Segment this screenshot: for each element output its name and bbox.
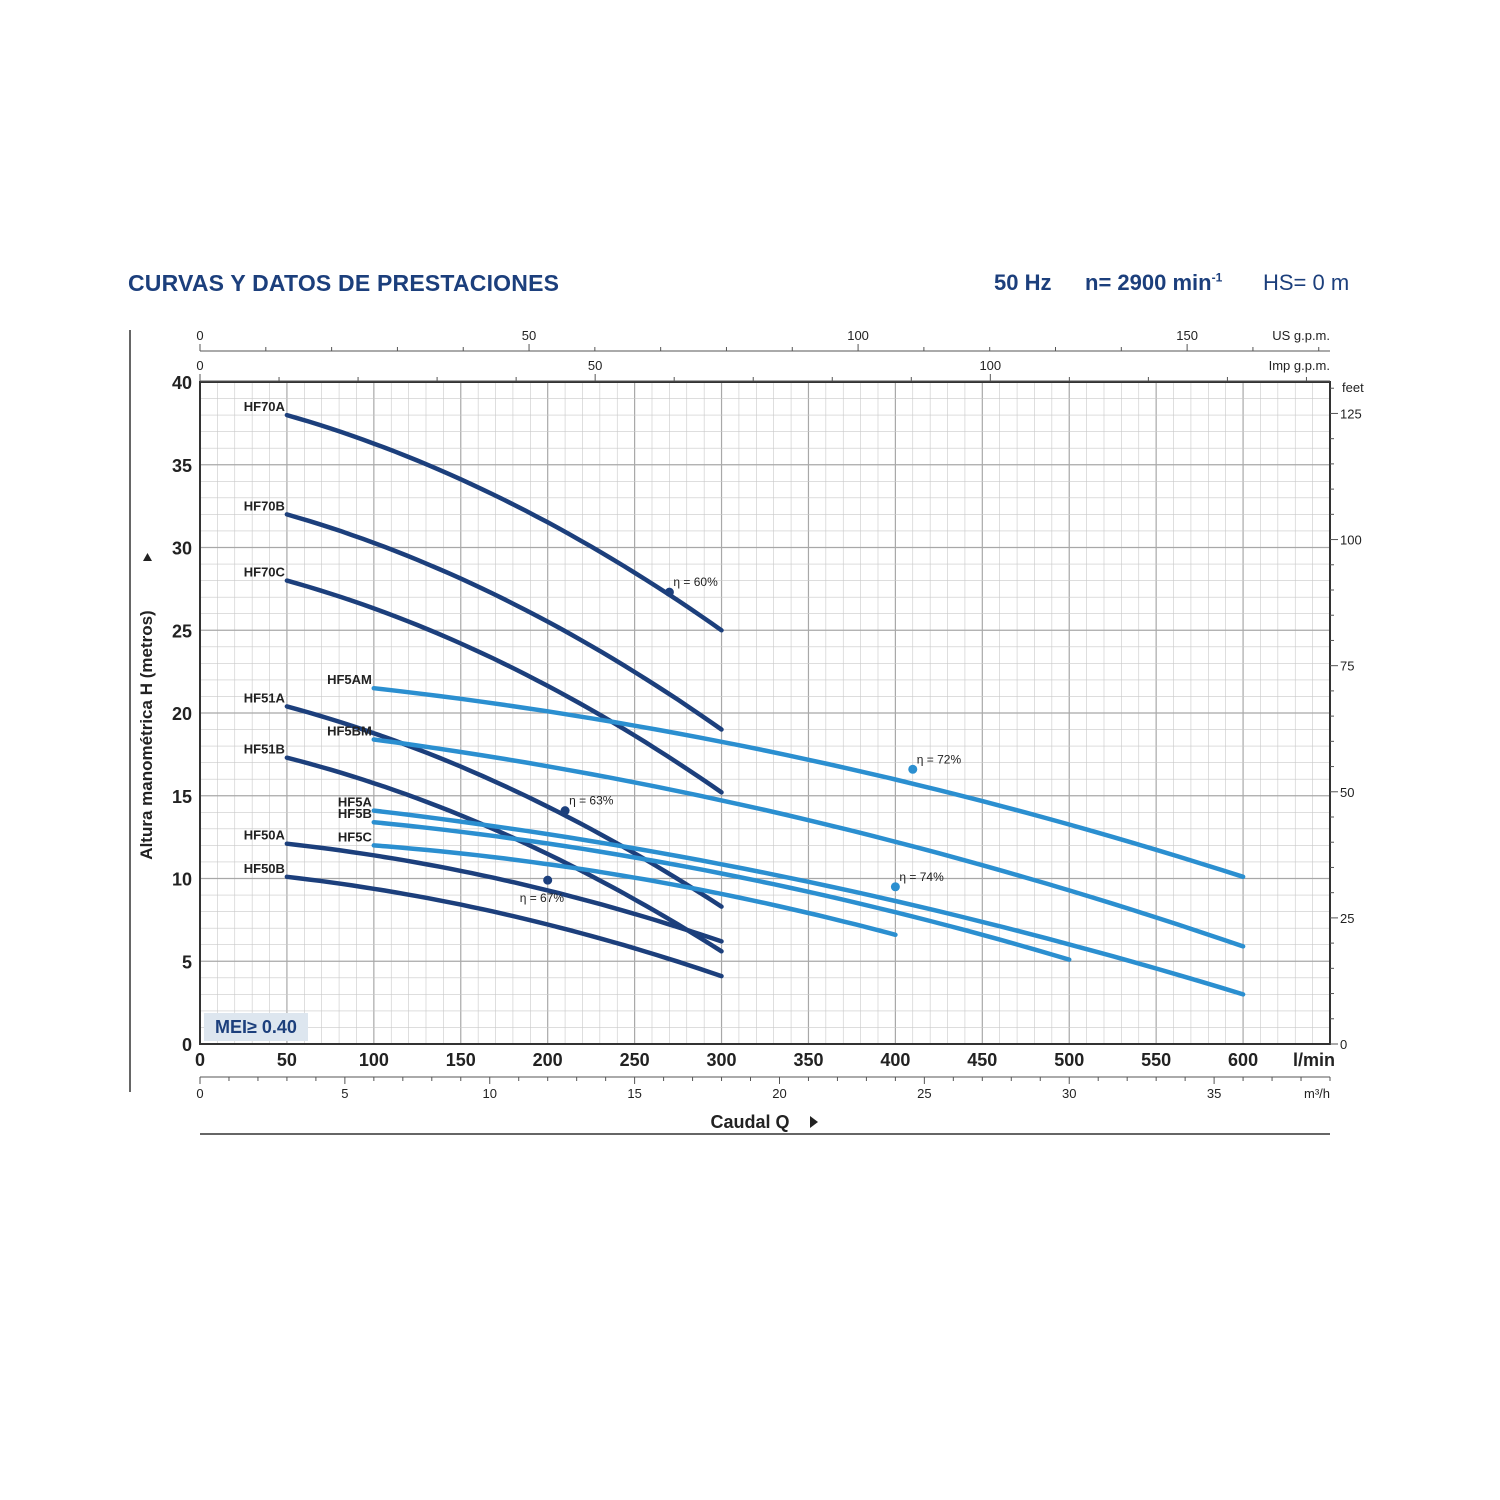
y-tick-label: 0 <box>182 1035 192 1055</box>
grid <box>199 381 1331 1045</box>
labels: HF70A HF70B HF70C HF51A HF51B HF50A HF50B HF5AM… <box>244 399 962 905</box>
efficiency-label: η = 72% <box>917 752 962 766</box>
efficiency-point <box>560 806 570 816</box>
y-tick-label: 20 <box>172 704 192 724</box>
series-label-hf50a: HF50A <box>244 828 286 843</box>
y-tick-label: 25 <box>172 621 192 641</box>
x-tick-label: 50 <box>277 1050 297 1070</box>
series-label-hf70a: HF70A <box>244 399 286 414</box>
series-label-hf5c: HF5C <box>338 829 373 844</box>
series <box>284 412 1246 997</box>
series-hf5am <box>371 685 1246 880</box>
frequency-label: 50 Hz <box>994 270 1052 295</box>
efficiency-label: η = 67% <box>520 891 565 905</box>
feet-tick-label: 25 <box>1340 911 1354 926</box>
series-label-hf51b: HF51B <box>244 742 285 757</box>
feet-tick-label: 100 <box>1340 533 1362 548</box>
efficiency-label: η = 60% <box>673 575 718 589</box>
x-tick-label: 0 <box>195 1050 205 1070</box>
series-label-hf70c: HF70C <box>244 565 286 580</box>
series-label-hf5a: HF5A <box>338 795 373 810</box>
efficiency-label: η = 74% <box>899 870 944 884</box>
series-hf70c <box>284 578 724 795</box>
y-tick-label: 40 <box>172 373 192 393</box>
m3h-axis-tick-label: 10 <box>483 1086 497 1101</box>
y-tick-label: 10 <box>172 870 192 890</box>
m3h-axis-tick-label: 25 <box>917 1086 931 1101</box>
m3h-axis-tick-label: 15 <box>627 1086 641 1101</box>
feet-tick-label: 125 <box>1340 406 1362 421</box>
us-gpm-axis-unit: US g.p.m. <box>1272 328 1330 343</box>
series-hf50a <box>284 841 724 944</box>
series-hf5bm <box>371 737 1246 949</box>
y-tick-label: 35 <box>172 456 192 476</box>
series-hf50b <box>284 874 724 979</box>
x-tick-label: 150 <box>446 1050 476 1070</box>
m3h-axis-tick-label: 20 <box>772 1086 786 1101</box>
series-label-hf5am: HF5AM <box>327 672 372 687</box>
imp-gpm-axis-tick-label: 0 <box>196 358 203 373</box>
us-gpm-axis-tick-label: 0 <box>196 328 203 343</box>
imp-gpm-axis-tick-label: 100 <box>979 358 1001 373</box>
x-axis-title: Caudal Q <box>710 1112 789 1132</box>
series-hf5b <box>371 819 1072 962</box>
feet-tick-label: 75 <box>1340 659 1354 674</box>
x-tick-label: 550 <box>1141 1050 1171 1070</box>
series-hf5c <box>371 843 898 938</box>
series-label-hf51a: HF51A <box>244 690 286 705</box>
feet-unit: feet <box>1342 380 1364 395</box>
x-unit-label: l/min <box>1293 1050 1335 1070</box>
series-hf70a <box>284 412 724 633</box>
series-hf51b <box>284 755 724 954</box>
us-gpm-axis-tick-label: 150 <box>1176 328 1198 343</box>
page-title: CURVAS Y DATOS DE PRESTACIONES <box>128 270 560 296</box>
speed-exponent: -1 <box>1211 270 1223 285</box>
imp-gpm-axis-unit: Imp g.p.m. <box>1269 358 1330 373</box>
x-tick-label: 400 <box>880 1050 910 1070</box>
efficiency-point <box>664 587 674 597</box>
x-tick-label: 600 <box>1228 1050 1258 1070</box>
series-label-hf50b: HF50B <box>244 861 285 876</box>
y-tick-label: 5 <box>182 952 192 972</box>
x-tick-label: 200 <box>533 1050 563 1070</box>
feet-tick-label: 0 <box>1340 1037 1347 1052</box>
efficiency-label: η = 63% <box>569 794 614 808</box>
x-tick-label: 100 <box>359 1050 389 1070</box>
x-tick-label: 250 <box>620 1050 650 1070</box>
speed-label: n= 2900 min-1 <box>1085 270 1222 296</box>
efficiency-point <box>908 764 918 774</box>
series-label-hf5bm: HF5BM <box>327 723 372 738</box>
us-gpm-axis-tick-label: 100 <box>847 328 869 343</box>
y-tick-label: 30 <box>172 539 192 559</box>
mei-badge: MEI≥ 0.40 <box>204 1013 308 1041</box>
suction-head-label: HS= 0 m <box>1263 270 1350 295</box>
x-tick-label: 500 <box>1054 1050 1084 1070</box>
series-label-hf5b: HF5B <box>338 806 372 821</box>
imp-gpm-axis-tick-label: 50 <box>588 358 602 373</box>
x-tick-label: 350 <box>793 1050 823 1070</box>
y-axis-arrow-icon <box>143 553 152 561</box>
plot-frame <box>199 381 1331 1045</box>
x-axis-arrow-icon <box>810 1116 818 1128</box>
series-hf70b <box>284 512 724 732</box>
x-tick-label: 450 <box>967 1050 997 1070</box>
x-tick-label: 300 <box>707 1050 737 1070</box>
m3h-axis-tick-label: 35 <box>1207 1086 1221 1101</box>
speed-text: n= 2900 min <box>1085 270 1212 295</box>
series-label-hf70b: HF70B <box>244 498 285 513</box>
efficiency-point <box>890 882 900 892</box>
series-hf5a <box>371 808 1246 997</box>
m3h-axis-unit: m³/h <box>1304 1086 1330 1101</box>
m3h-axis-tick-label: 0 <box>196 1086 203 1101</box>
efficiency-point <box>543 875 553 885</box>
us-gpm-axis-tick-label: 50 <box>522 328 536 343</box>
m3h-axis-tick-label: 30 <box>1062 1086 1076 1101</box>
y-axis-title: Altura manométrica H (metros) <box>137 610 156 859</box>
feet-tick-label: 50 <box>1340 785 1354 800</box>
m3h-axis-tick-label: 5 <box>341 1086 348 1101</box>
y-tick-label: 15 <box>172 787 192 807</box>
